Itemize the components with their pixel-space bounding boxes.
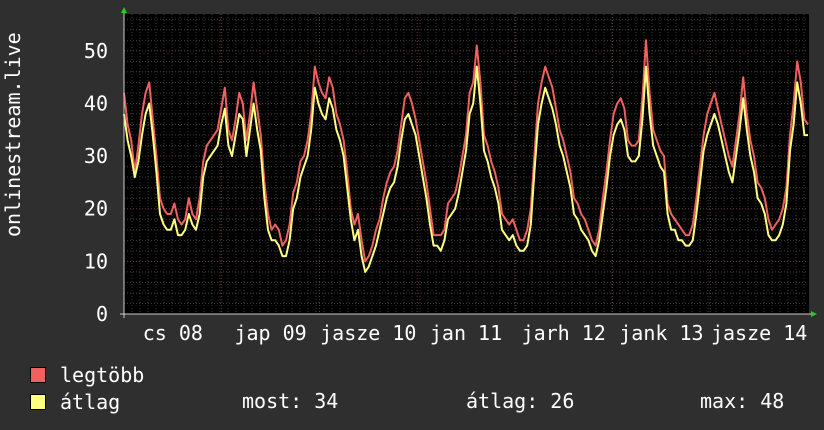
y-tick-label: 10 <box>84 249 108 273</box>
x-tick-label: jan 11 <box>430 321 502 345</box>
legend-label-max: legtöbb <box>60 363 145 387</box>
x-tick-label: jarh 12 <box>522 321 606 345</box>
stat-atlag: átlag: 26 <box>466 389 575 413</box>
legend-swatch-avg <box>30 394 46 410</box>
y-tick-label: 50 <box>84 39 108 63</box>
y-axis-arrow-icon <box>121 7 127 13</box>
x-axis-arrow-icon <box>811 311 817 317</box>
plot-area <box>124 14 809 314</box>
x-tick-label: jap 09 <box>234 321 306 345</box>
y-tick-label: 0 <box>96 302 108 326</box>
legend-label-avg: átlag <box>60 390 121 414</box>
y-tick-label: 30 <box>84 144 108 168</box>
y-ticks: 0 10 20 30 40 50 <box>84 39 108 326</box>
series <box>123 39 809 273</box>
x-tick-label: jank 13 <box>619 321 703 345</box>
stat-most: most: 34 <box>242 389 339 413</box>
y-tick-label: 20 <box>84 197 108 221</box>
y-axis-label: onlinestream.live <box>1 32 25 237</box>
legend-swatch-max <box>30 367 46 383</box>
stat-max: max: 48 <box>700 389 785 413</box>
series-line-max <box>123 39 809 263</box>
y-tick-label: 40 <box>84 91 108 115</box>
x-tick-label: jasze 10 <box>320 321 416 345</box>
chart: 0 10 20 30 40 50 cs 08 jap 09 jasze 10 jan 11 jar… <box>84 7 817 345</box>
x-tick-label: cs 08 <box>143 321 203 345</box>
x-tick-label: jasze 14 <box>711 321 807 345</box>
series-line-avg <box>123 65 808 273</box>
x-ticks: cs 08 jap 09 jasze 10 jan 11 jarh 12 jank 13 j… <box>143 321 808 345</box>
